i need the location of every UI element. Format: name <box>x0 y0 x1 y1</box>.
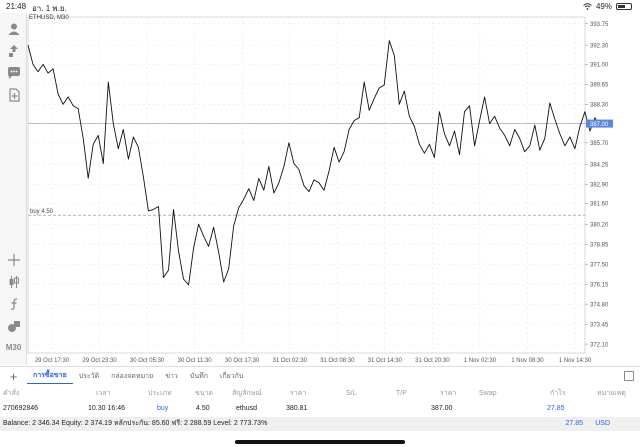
x-tick-label: 30 Oct 05:30 <box>130 358 165 364</box>
terminal-tabs: + การซื้อขาย ประวัติ กล่องจดหมาย ข่าว บั… <box>0 366 640 386</box>
add-icon[interactable]: + <box>9 369 18 384</box>
order-size: 4.50 <box>196 405 210 412</box>
x-tick-label: 29 Oct 23:30 <box>82 358 117 364</box>
y-tick-label: 385.70 <box>590 141 609 147</box>
col-symbol: สัญลักษณ์ <box>232 390 262 397</box>
chat-icon[interactable] <box>4 63 23 82</box>
order-type: buy <box>157 405 169 412</box>
table-row[interactable]: 270692846 10.30 16:46 buy 4.50 ethusd 38… <box>0 402 640 416</box>
x-tick-label: 1 Nov 02:30 <box>464 358 497 364</box>
order-current-price: 387.00 <box>431 405 453 412</box>
timeframe-label: M30 <box>5 343 22 352</box>
chart-toolbar: M30 <box>0 13 27 365</box>
account-icon[interactable] <box>4 19 23 38</box>
col-tp: T/P <box>396 390 407 397</box>
battery-percent: 49% <box>595 2 612 11</box>
x-tick-label: 30 Oct 17:30 <box>225 358 260 364</box>
wifi-icon <box>583 3 592 10</box>
order-level-label: buy 4.50 <box>30 209 54 215</box>
status-right: 49% <box>583 2 632 11</box>
y-tick-label: 388.30 <box>590 103 609 109</box>
current-price-tag <box>586 119 613 128</box>
order-id: 270692846 <box>3 405 39 412</box>
window-icon[interactable] <box>624 371 634 381</box>
y-tick-label: 380.20 <box>590 222 609 228</box>
x-tick-label: 1 Nov 14:30 <box>559 358 592 364</box>
tab-mailbox[interactable]: กล่องจดหมาย <box>111 373 154 380</box>
col-type: ประเภท <box>148 390 172 397</box>
crosshair-icon[interactable] <box>4 250 23 269</box>
tab-news[interactable]: ข่าว <box>165 373 178 380</box>
chart-symbol-label: ETHUSD, M30 <box>29 15 69 21</box>
col-profit: กำไร <box>550 390 566 397</box>
x-tick-label: 29 Oct 17:30 <box>35 358 70 364</box>
y-tick-label: 382.90 <box>590 182 609 188</box>
order-open-price: 380.81 <box>286 405 308 412</box>
order-time: 10.30 16:46 <box>88 405 125 412</box>
status-time: 21:48 <box>6 2 27 11</box>
currency-label: USD <box>595 420 610 427</box>
y-tick-label: 376.15 <box>590 282 609 288</box>
x-tick-label: 31 Oct 02:30 <box>273 358 308 364</box>
x-tick-label: 1 Nov 08:30 <box>511 358 544 364</box>
chart-frame <box>27 16 586 354</box>
tab-history[interactable]: ประวัติ <box>78 373 100 380</box>
y-tick-label: 378.85 <box>590 242 609 248</box>
col-current-price: ราคา <box>440 390 457 397</box>
col-order: คำสั่ง <box>3 390 20 397</box>
status-bar: 21:48 อา. 1 พ.ย. 49% <box>0 0 640 13</box>
col-time: เวลา <box>96 390 111 397</box>
y-tick-label: 392.30 <box>590 43 609 49</box>
col-swap: Swap <box>479 390 497 397</box>
order-profit: 27.85 <box>547 405 565 412</box>
trade-arrows-icon[interactable] <box>4 41 23 60</box>
col-price: ราคา <box>290 390 307 397</box>
col-size: ขนาด <box>195 390 214 397</box>
col-sl: S/L <box>346 390 357 397</box>
current-price-tag-label: 387.00 <box>590 122 609 128</box>
x-tick-label: 30 Oct 11:30 <box>178 358 213 364</box>
status-date: อา. 1 พ.ย. <box>32 4 67 13</box>
y-tick-label: 374.80 <box>590 302 609 308</box>
new-order-icon[interactable] <box>4 85 23 104</box>
y-tick-label: 393.75 <box>590 22 609 28</box>
indicators-icon[interactable] <box>4 294 23 313</box>
y-tick-label: 373.45 <box>590 322 609 328</box>
total-profit: 27.85 <box>565 420 583 427</box>
tab-trade[interactable]: การซื้อขาย <box>27 370 73 384</box>
x-tick-label: 31 Oct 20:30 <box>415 358 450 364</box>
home-indicator <box>235 440 405 444</box>
col-comment: หมายเหตุ <box>597 390 626 397</box>
y-tick-label: 391.00 <box>590 63 609 69</box>
chart-canvas[interactable]: 393.75 392.30 391.00 389.65 388.30 387.00 385.… <box>27 13 614 365</box>
objects-icon[interactable] <box>4 316 23 335</box>
timeframe-button[interactable]: M30 <box>4 338 23 357</box>
x-tick-label: 31 Oct 08:30 <box>320 358 355 364</box>
tab-about[interactable]: เกี่ยวกับ <box>219 373 244 380</box>
candlestick-icon[interactable] <box>4 272 23 291</box>
y-tick-label: 384.25 <box>590 162 609 168</box>
y-tick-label: 377.50 <box>590 262 609 268</box>
y-tick-label: 372.10 <box>590 342 609 348</box>
balance-summary: Balance: 2 346.34 Equity: 2 374.19 หลักป… <box>3 420 268 427</box>
price-chart[interactable]: 393.75 392.30 391.00 389.65 388.30 387.00 385.… <box>27 13 614 365</box>
orders-table-header: คำสั่ง เวลา ประเภท ขนาด สัญลักษณ์ ราคา S… <box>0 387 640 401</box>
y-tick-label: 389.65 <box>590 83 609 89</box>
x-tick-label: 31 Oct 14:30 <box>368 358 403 364</box>
price-series-line <box>27 40 601 286</box>
tab-journal[interactable]: บันทึก <box>189 373 208 380</box>
balance-bar: Balance: 2 346.34 Equity: 2 374.19 หลักป… <box>0 417 640 431</box>
y-tick-label: 381.60 <box>590 202 609 208</box>
battery-icon <box>616 3 632 10</box>
order-symbol: ethusd <box>236 405 258 412</box>
